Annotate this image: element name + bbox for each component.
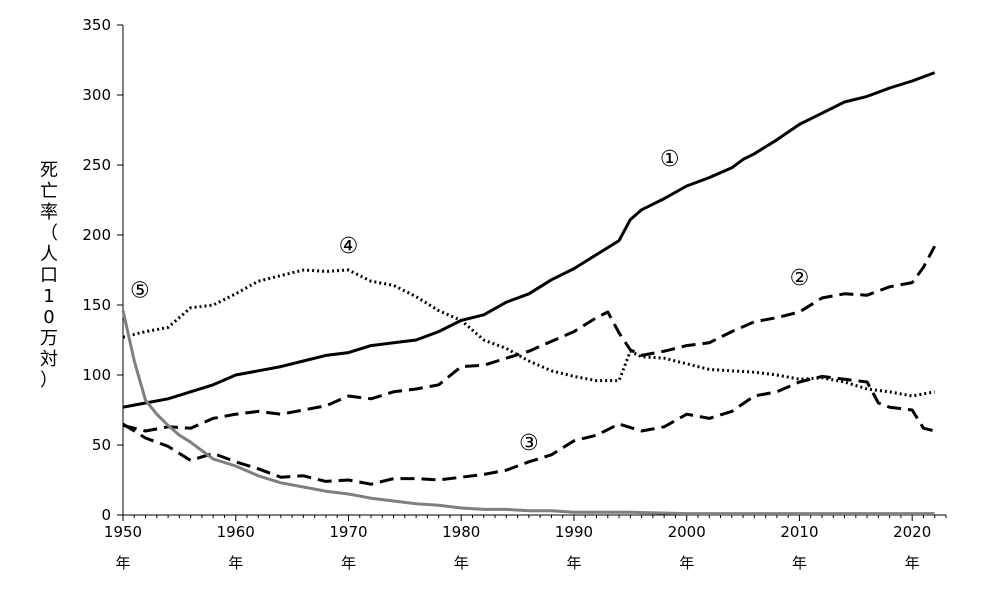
y-tick-label: 300 xyxy=(82,86,111,104)
y-axis-label: 死亡率（人口 1 0 万対） xyxy=(37,160,61,391)
x-tick-label: 1950 xyxy=(104,523,142,541)
y-tick-label: 200 xyxy=(82,226,111,244)
x-tick-unit: 年 xyxy=(905,554,920,572)
series-line-4 xyxy=(122,268,935,398)
y-axis-label-char: 死 xyxy=(40,160,58,181)
x-tick-unit: 年 xyxy=(792,554,807,572)
x-tick-unit: 年 xyxy=(454,554,469,572)
x-tick-label: 2020 xyxy=(893,523,931,541)
series-line-2 xyxy=(122,245,937,433)
y-tick-label: 250 xyxy=(82,156,111,174)
x-tick-unit: 年 xyxy=(341,554,356,572)
x-tick-unit: 年 xyxy=(679,554,694,572)
series-line-5 xyxy=(121,310,935,516)
x-tick-label: 1970 xyxy=(329,523,367,541)
x-tick-unit: 年 xyxy=(566,554,581,572)
y-axis-label-char: 1 xyxy=(43,286,55,307)
y-tick-label: 350 xyxy=(82,16,111,34)
series-marker-4: ④ xyxy=(339,234,359,259)
y-axis-label-char: ） xyxy=(40,370,58,391)
labels-layer: ① ② ③ ④ ⑤ xyxy=(130,147,809,456)
x-tick-label: 1960 xyxy=(217,523,255,541)
y-axis-label-char: 0 xyxy=(43,307,55,328)
chart-axes: 0 50 100 150 200 250 300 350 1950 年 1960 年 1970 年 1980… xyxy=(82,16,947,572)
y-axis-label-char: 万 xyxy=(40,328,58,349)
series-marker-1: ① xyxy=(660,147,680,172)
series-marker-2: ② xyxy=(790,266,810,291)
series-marker-3: ③ xyxy=(519,431,539,456)
y-tick-label: 150 xyxy=(82,296,111,314)
y-axis-label-char: （ xyxy=(40,223,58,244)
x-tick-unit: 年 xyxy=(228,554,243,572)
x-tick-label: 1990 xyxy=(555,523,593,541)
y-axis-label-char: 口 xyxy=(40,265,58,286)
y-axis-label-char: 亡 xyxy=(40,181,58,202)
series-line-3 xyxy=(122,374,936,486)
y-axis-label-char: 人 xyxy=(40,244,58,265)
series-layer xyxy=(121,71,937,516)
x-tick-label: 1980 xyxy=(442,523,480,541)
y-tick-label: 50 xyxy=(92,436,111,454)
series-marker-5: ⑤ xyxy=(130,279,150,304)
y-axis-label-char: 率 xyxy=(40,202,58,223)
x-tick-unit: 年 xyxy=(115,554,130,572)
x-tick-label: 2010 xyxy=(780,523,818,541)
series-line-1 xyxy=(122,71,936,409)
x-tick-label: 2000 xyxy=(668,523,706,541)
y-axis-label-char: 対 xyxy=(40,349,58,370)
y-tick-label: 100 xyxy=(82,366,111,384)
y-tick-label: 0 xyxy=(101,506,111,524)
